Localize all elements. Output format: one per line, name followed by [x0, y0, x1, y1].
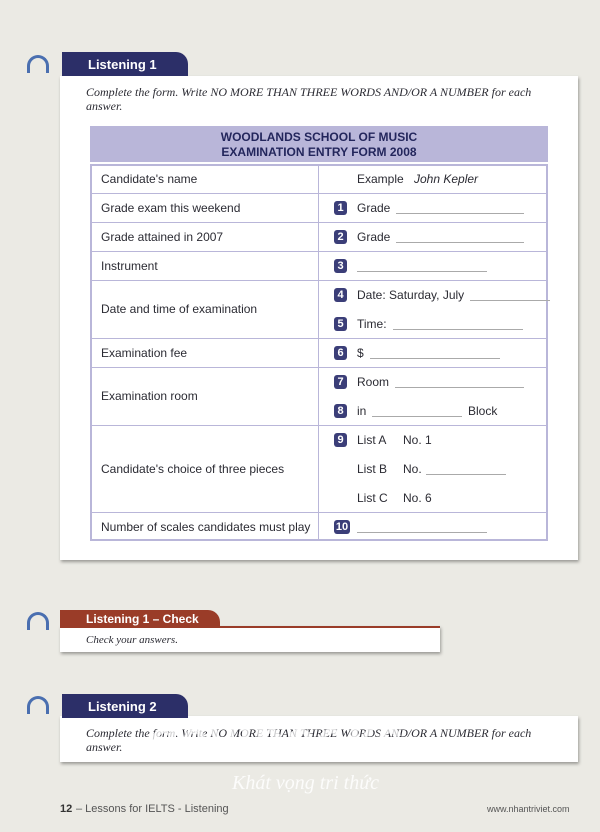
- question-number: 3: [334, 258, 347, 273]
- field-text: Room: [357, 374, 390, 389]
- book-title: – Lessons for IELTS - Listening: [76, 803, 229, 815]
- field-text: Grade: [357, 200, 391, 215]
- field-text: List A: [357, 432, 387, 447]
- instruction: Check your answers.: [86, 634, 178, 646]
- row-divider: [92, 367, 546, 368]
- field-text: No.: [403, 461, 422, 476]
- row-divider: [92, 512, 546, 513]
- headphone-icon: [27, 696, 49, 714]
- row-label: Examination room: [101, 389, 198, 403]
- header-rule: [220, 626, 440, 628]
- answer-line: [396, 241, 524, 243]
- page-number: 12: [60, 803, 73, 815]
- form-table: [90, 164, 548, 541]
- answer-line: [396, 212, 524, 214]
- row-label: Date and time of examination: [101, 302, 258, 316]
- example-answer: John Kepler: [414, 171, 479, 186]
- row-divider: [92, 251, 546, 252]
- question-number: 1: [334, 200, 347, 215]
- paper-card: [60, 626, 440, 652]
- row-label: Grade exam this weekend: [101, 200, 241, 215]
- headphone-icon: [27, 612, 49, 630]
- question-number: 8: [334, 403, 347, 418]
- answer-line: [393, 328, 523, 330]
- field-text: Date: Saturday, July: [357, 287, 465, 302]
- instruction: Complete the form. Write NO MORE THAN TH…: [86, 85, 532, 113]
- field-text: List C: [357, 490, 388, 505]
- row-label: Candidate's choice of three pieces: [101, 461, 285, 476]
- answer-line: [357, 270, 487, 272]
- watermark: davibooks: [150, 713, 406, 766]
- row-label: Candidate's name: [101, 171, 198, 186]
- row-label: Grade attained in 2007: [101, 229, 224, 244]
- row-divider: [92, 425, 546, 426]
- field-text: List B: [357, 461, 388, 476]
- section-header: Listening 1: [62, 52, 188, 76]
- field-text: Example: [357, 171, 404, 186]
- row-divider: [92, 338, 546, 339]
- column-divider: [318, 164, 319, 541]
- section-header: Listening 1 – Check: [60, 610, 220, 628]
- watermark: Khát vọng tri thức: [232, 772, 380, 794]
- row-label: Number of scales candidates must play: [101, 519, 311, 534]
- instruction: Complete the form. Write NO MORE THAN TH…: [86, 726, 532, 754]
- form-header: WOODLANDS SCHOOL OF MUSIC EXAMINATION EN…: [90, 126, 548, 162]
- paper-card: [60, 716, 578, 762]
- field-text: Time:: [357, 316, 387, 331]
- field-text: Block: [468, 403, 498, 418]
- field-text: No. 6: [403, 490, 432, 505]
- section-header: Listening 2: [62, 694, 188, 718]
- question-number: 7: [334, 374, 347, 389]
- form-title: EXAMINATION ENTRY FORM 2008: [221, 145, 417, 159]
- field-text: in: [357, 403, 367, 418]
- headphone-icon: [27, 55, 49, 73]
- website: www.nhantriviet.com: [487, 804, 570, 814]
- question-number: 6: [334, 345, 347, 360]
- row-label: Instrument: [101, 258, 158, 273]
- field-text: $: [357, 345, 364, 360]
- question-number: 4: [334, 287, 347, 302]
- answer-line: [395, 386, 524, 388]
- answer-line: [370, 357, 500, 359]
- row-divider: [92, 193, 546, 194]
- question-number: 9: [334, 432, 347, 447]
- question-number: 5: [334, 316, 347, 331]
- field-text: Grade: [357, 229, 391, 244]
- field-text: No. 1: [403, 432, 432, 447]
- row-divider: [92, 280, 546, 281]
- question-number: 2: [334, 229, 347, 244]
- question-number: 10: [334, 519, 350, 534]
- answer-line: [426, 473, 506, 475]
- form-title: WOODLANDS SCHOOL OF MUSIC: [220, 130, 418, 144]
- answer-line: [357, 531, 487, 533]
- row-label: Examination fee: [101, 345, 188, 360]
- answer-line: [470, 299, 550, 301]
- answer-line: [372, 415, 462, 417]
- row-divider: [92, 222, 546, 223]
